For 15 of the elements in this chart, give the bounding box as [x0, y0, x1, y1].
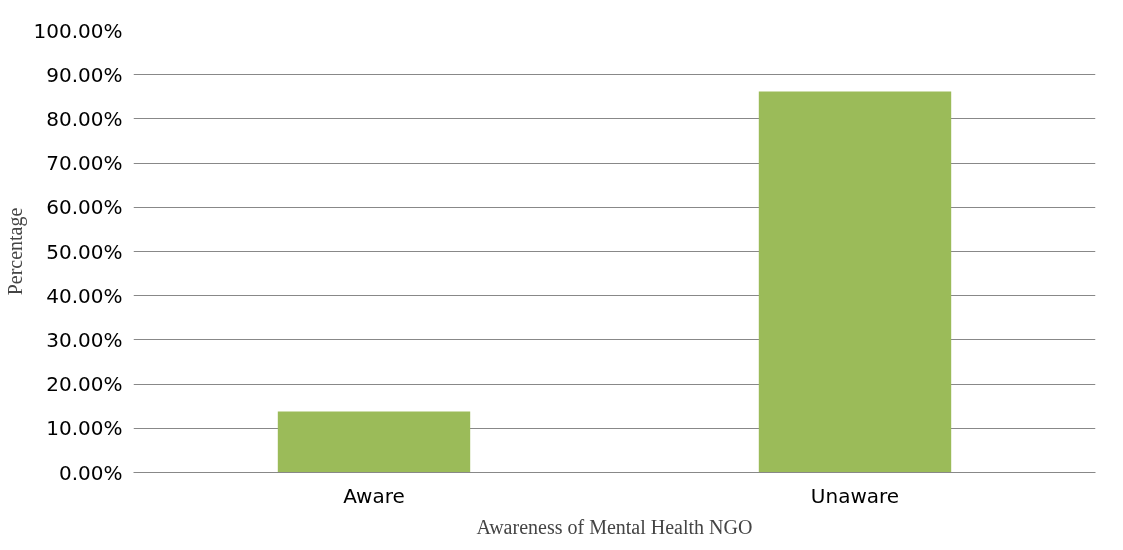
y-tick-label: 90.00% [46, 62, 123, 87]
y-tick-label: 30.00% [46, 327, 123, 352]
y-tick-label: 50.00% [46, 239, 123, 264]
y-tick-label: 70.00% [46, 151, 123, 176]
y-tick-label: 10.00% [46, 416, 123, 441]
x-axis-title: Awareness of Mental Health NGO [476, 515, 753, 538]
y-tick-label: 0.00% [58, 460, 123, 485]
x-tick-label: Aware [343, 483, 405, 508]
x-tick-label: Unaware [810, 483, 900, 508]
y-tick-label: 100.00% [33, 18, 123, 43]
y-axis-title: Percentage [3, 207, 27, 296]
y-tick-label: 60.00% [46, 195, 123, 220]
y-tick-label: 40.00% [46, 283, 123, 308]
y-tick-label: 80.00% [46, 106, 123, 131]
y-tick-label: 20.00% [46, 372, 123, 397]
